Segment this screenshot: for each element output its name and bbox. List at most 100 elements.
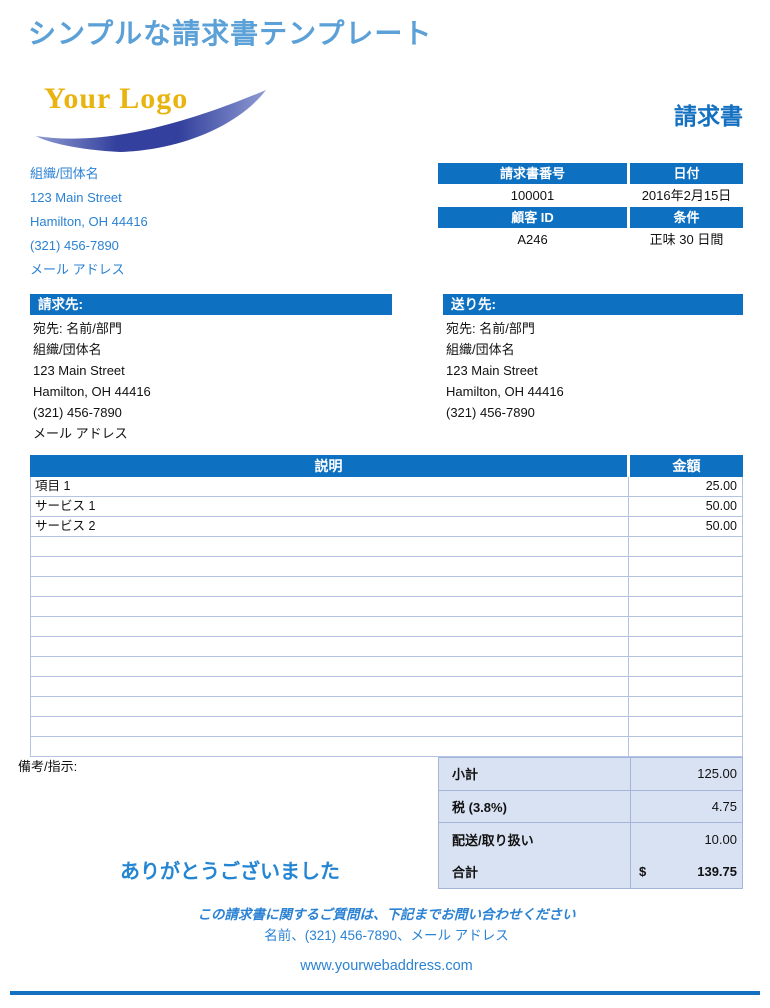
item-row: サービス 2 50.00 xyxy=(31,517,742,537)
bill-to-line: 123 Main Street xyxy=(33,363,125,378)
company-address-line: 123 Main Street xyxy=(30,190,122,205)
invoice-meta-table: 請求書番号 日付 100001 2016年2月15日 顧客 ID 条件 A246… xyxy=(438,163,743,253)
company-logo: Your Logo xyxy=(30,72,275,160)
totals-row-value: 10.00 xyxy=(630,823,742,856)
item-amount-cell xyxy=(629,557,742,576)
item-description-cell: 項目 1 xyxy=(31,477,629,496)
ship-to-line: (321) 456-7890 xyxy=(446,405,535,420)
item-amount-cell xyxy=(629,657,742,676)
item-description-cell xyxy=(31,677,629,696)
currency-symbol: $ xyxy=(639,864,647,880)
item-row xyxy=(31,537,742,557)
ship-to-address: 宛先: 名前/部門 組織/団体名 123 Main Street Hamilton, … xyxy=(446,318,564,423)
terms-header: 条件 xyxy=(630,207,743,228)
bill-to-line: 宛先: 名前/部門 xyxy=(33,321,122,336)
ship-to-line: 123 Main Street xyxy=(446,363,538,378)
item-description-cell xyxy=(31,657,629,676)
company-address-line: メール アドレス xyxy=(30,262,125,277)
item-row xyxy=(31,557,742,577)
customer-id-value: A246 xyxy=(517,232,548,247)
totals-table: 小計 125.00 税 (3.8%) 4.75 配送/取り扱い 10.00 合計 $ 13… xyxy=(438,757,743,889)
item-amount-cell xyxy=(629,637,742,656)
totals-row-total: 合計 $ 139.75 xyxy=(439,855,742,888)
invoice-number-value: 100001 xyxy=(510,188,555,203)
terms-value: 正味 30 日間 xyxy=(649,232,724,247)
item-description-cell xyxy=(31,617,629,636)
total-label: 合計 xyxy=(452,865,479,881)
item-amount-cell xyxy=(629,737,742,756)
item-amount-cell xyxy=(629,537,742,556)
item-row xyxy=(31,657,742,677)
company-address-line: (321) 456-7890 xyxy=(30,238,119,253)
bill-to-header: 請求先: xyxy=(30,294,392,315)
description-column-header: 説明 xyxy=(30,455,627,477)
item-description-cell xyxy=(31,737,629,756)
totals-row-label: 配送/取り扱い xyxy=(452,832,534,848)
logo-swoosh-icon xyxy=(36,90,266,152)
notes-label: 備考/指示: xyxy=(18,759,78,774)
footer-contact-note: この請求書に関するご質問は、下記までお問い合わせください xyxy=(197,907,576,922)
items-table-header: 説明 金額 xyxy=(30,455,743,477)
item-amount-cell xyxy=(629,677,742,696)
customer-id-header: 顧客 ID xyxy=(438,207,627,228)
item-amount-cell xyxy=(629,617,742,636)
item-description-cell: サービス 1 xyxy=(31,497,629,516)
website-link[interactable]: www.yourwebaddress.com xyxy=(300,958,473,974)
item-amount-cell: 50.00 xyxy=(705,519,737,533)
item-row xyxy=(31,637,742,657)
item-row xyxy=(31,717,742,737)
item-description-cell xyxy=(31,697,629,716)
item-description-cell: サービス 2 xyxy=(31,517,629,536)
item-description-cell xyxy=(31,597,629,616)
item-amount-cell xyxy=(629,697,742,716)
total-value-cell: $ 139.75 xyxy=(630,855,742,888)
totals-row-value: 125.00 xyxy=(630,758,742,790)
ship-to-line: 宛先: 名前/部門 xyxy=(446,321,535,336)
item-description-cell xyxy=(31,557,629,576)
items-table-body: 項目 1 25.00 サービス 1 50.00 サービス 2 50.00 xyxy=(30,477,743,757)
thank-you-message: ありがとうございました xyxy=(120,861,340,883)
item-amount-cell: 50.00 xyxy=(705,499,737,513)
company-address: 組織/団体名 123 Main Street Hamilton, OH 44416 (… xyxy=(30,162,148,282)
totals-row: 配送/取り扱い 10.00 xyxy=(439,823,742,856)
item-row xyxy=(31,577,742,597)
item-row: サービス 1 50.00 xyxy=(31,497,742,517)
item-row xyxy=(31,597,742,617)
item-description-cell xyxy=(31,577,629,596)
item-description-cell xyxy=(31,717,629,736)
page-title: シンプルな請求書テンプレート xyxy=(28,18,433,49)
bill-to-line: (321) 456-7890 xyxy=(33,405,122,420)
item-amount-cell xyxy=(629,577,742,596)
item-description-cell xyxy=(31,637,629,656)
totals-row: 小計 125.00 xyxy=(439,758,742,791)
footer-contact-info: 名前、(321) 456-7890、メール アドレス xyxy=(264,928,509,943)
totals-row-value: 4.75 xyxy=(630,790,742,822)
item-row: 項目 1 25.00 xyxy=(31,477,742,497)
item-amount-cell: 25.00 xyxy=(705,479,737,493)
bottom-divider xyxy=(10,991,760,995)
item-row xyxy=(31,697,742,717)
item-row xyxy=(31,737,742,757)
bill-to-line: 組織/団体名 xyxy=(33,342,102,357)
bill-to-address: 宛先: 名前/部門 組織/団体名 123 Main Street Hamilton, … xyxy=(33,318,151,444)
logo-text: Your Logo xyxy=(44,82,189,115)
date-header: 日付 xyxy=(630,163,743,184)
document-title: 請求書 xyxy=(674,103,743,129)
item-description-cell xyxy=(31,537,629,556)
invoice-number-header: 請求書番号 xyxy=(438,163,627,184)
bill-to-line: Hamilton, OH 44416 xyxy=(33,384,151,399)
bill-to-line: メール アドレス xyxy=(33,426,128,441)
item-row xyxy=(31,677,742,697)
ship-to-line: 組織/団体名 xyxy=(446,342,515,357)
totals-row-label: 小計 xyxy=(452,767,479,783)
ship-to-line: Hamilton, OH 44416 xyxy=(446,384,564,399)
item-row xyxy=(31,617,742,637)
company-address-line: 組織/団体名 xyxy=(30,166,99,181)
totals-rows: 小計 125.00 税 (3.8%) 4.75 配送/取り扱い 10.00 xyxy=(439,758,742,856)
total-value: 139.75 xyxy=(697,864,737,880)
item-amount-cell xyxy=(629,717,742,736)
company-address-line: Hamilton, OH 44416 xyxy=(30,214,148,229)
date-value: 2016年2月15日 xyxy=(641,188,732,203)
totals-row-label: 税 (3.8%) xyxy=(452,799,507,815)
